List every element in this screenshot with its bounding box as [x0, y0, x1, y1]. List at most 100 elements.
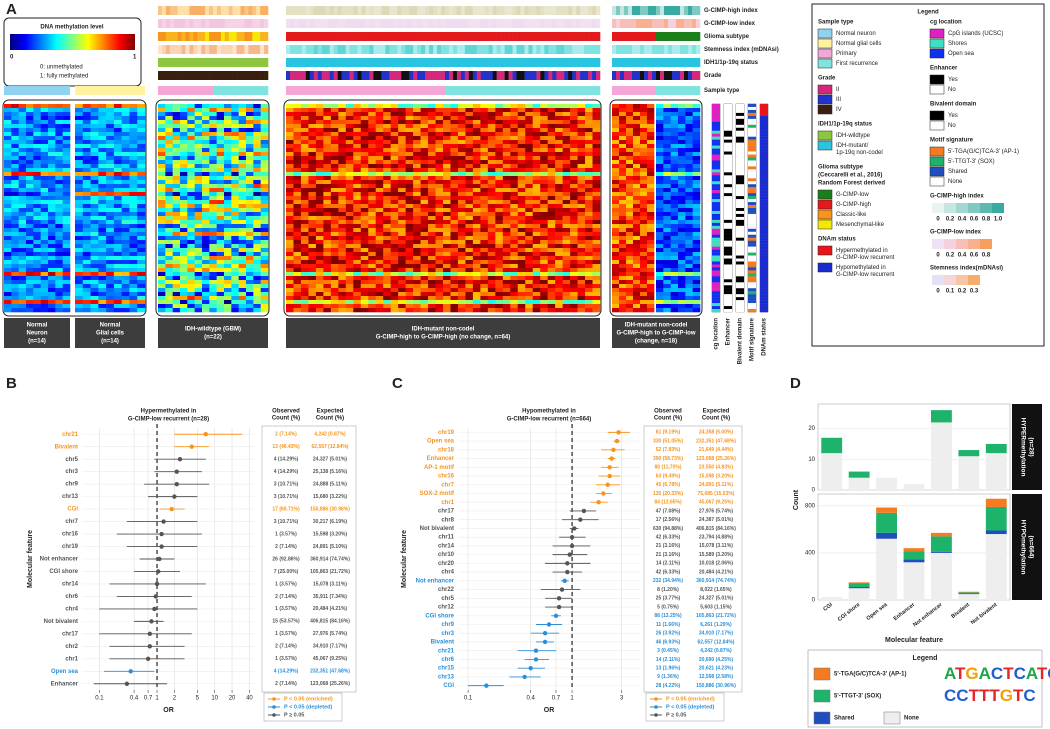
heatmap-cell: [626, 272, 634, 277]
heatmap-cell: [55, 300, 63, 305]
heatmap-cell: [238, 188, 247, 193]
heatmap-cell: [209, 120, 217, 125]
heatmap-cell: [353, 168, 362, 173]
heatmap-cell: [577, 220, 586, 225]
heatmap-cell: [121, 196, 130, 201]
heatmap-cell: [62, 200, 71, 205]
heatmap-cell: [106, 200, 115, 205]
heatmap-cell: [18, 240, 27, 245]
heatmap-cell: [224, 260, 232, 265]
heatmap-cell: [592, 196, 601, 201]
annotation-track-cell: [544, 32, 549, 41]
heatmap-cell: [300, 124, 309, 129]
heatmap-cell: [308, 216, 317, 221]
heatmap-cell: [40, 220, 49, 225]
annotation-track-cell: [325, 45, 331, 54]
heatmap-cell: [510, 208, 519, 213]
heatmap-cell: [308, 276, 317, 281]
heatmap-cell: [647, 168, 655, 173]
annotation-track-cell: [349, 32, 354, 41]
heatmap-cell: [48, 292, 56, 297]
heatmap-cell: [338, 184, 347, 189]
heatmap-cell: [612, 160, 620, 165]
heatmap-cell: [562, 192, 571, 197]
heatmap-cell: [428, 168, 436, 173]
heatmap-cell: [323, 200, 332, 205]
heatmap-cell: [238, 288, 247, 293]
heatmap-cell: [238, 172, 247, 177]
heatmap-cell: [253, 188, 261, 193]
heatmap-cell: [106, 248, 115, 253]
annotation-track-cell: [536, 19, 541, 28]
annotation-track-cell: [177, 71, 182, 80]
heatmap-cell: [555, 200, 563, 205]
annotation-track-cell: [213, 45, 218, 54]
heatmap-cell: [450, 276, 459, 281]
heatmap-cell: [633, 248, 641, 253]
heatmap-cell: [626, 204, 634, 209]
heatmap-cell: [375, 260, 384, 265]
annotation-track-cell: [165, 32, 171, 41]
heatmap-cell: [570, 200, 578, 205]
heatmap-cell: [293, 252, 302, 257]
heatmap-cell: [413, 288, 421, 293]
heatmap-cell: [18, 232, 27, 237]
heatmap-cell: [98, 164, 107, 169]
heatmap-cell: [98, 240, 107, 245]
heatmap-cell: [202, 276, 210, 281]
heatmap-cell: [165, 276, 173, 281]
heatmap-cell: [293, 120, 302, 125]
heatmap-cell: [692, 220, 701, 225]
heatmap-cell: [260, 168, 269, 173]
heatmap-cell: [338, 172, 347, 177]
heatmap-cell: [18, 152, 27, 157]
heatmap-cell: [633, 112, 641, 117]
heatmap-cell: [562, 120, 571, 125]
heatmap-cell: [502, 112, 511, 117]
heatmap-cell: [246, 176, 254, 181]
heatmap-cell: [443, 156, 451, 161]
heatmap-cell: [656, 280, 664, 285]
heatmap-cell: [300, 104, 309, 109]
heatmap-cell: [457, 264, 466, 269]
heatmap-cell: [40, 296, 49, 301]
heatmap-cell: [398, 208, 406, 213]
annotation-track-cell: [248, 19, 253, 28]
heatmap-cell: [692, 168, 701, 173]
annotation-track-cell: [158, 71, 163, 80]
heatmap-cell: [246, 148, 254, 153]
annotation-track-cell: [248, 71, 253, 80]
heatmap-cell: [11, 176, 19, 181]
heatmap-cell: [375, 156, 384, 161]
heatmap-cell: [55, 172, 63, 177]
annotation-track-cell: [252, 32, 257, 41]
heatmap-cell: [137, 276, 146, 281]
annotation-track-cell: [544, 19, 549, 28]
heatmap-cell: [532, 296, 541, 301]
heatmap-cell: [398, 268, 406, 273]
heatmap-cell: [685, 200, 693, 205]
heatmap-cell: [113, 108, 122, 113]
heatmap-cell: [26, 272, 34, 277]
heatmap-cell: [619, 220, 627, 225]
heatmap-cell: [480, 104, 489, 109]
heatmap-cell: [82, 168, 91, 173]
heatmap-cell: [517, 304, 526, 309]
annotation-track-cell: [301, 19, 307, 28]
heatmap-cell: [137, 244, 146, 249]
heatmap-cell: [360, 108, 369, 113]
heatmap-cell: [90, 260, 99, 265]
heatmap-cell: [165, 108, 173, 113]
annotation-track-cell: [209, 71, 214, 80]
heatmap-cell: [360, 184, 369, 189]
heatmap-cell: [562, 248, 571, 253]
heatmap-cell: [323, 232, 332, 237]
heatmap-cell: [390, 300, 399, 305]
annotation-track-cell: [528, 19, 533, 28]
heatmap-cell: [457, 112, 466, 117]
annotation-track-cell: [244, 58, 249, 67]
heatmap-cell: [647, 252, 655, 257]
heatmap-cell: [562, 232, 571, 237]
heatmap-cell: [238, 168, 247, 173]
heatmap-cell: [293, 152, 302, 157]
